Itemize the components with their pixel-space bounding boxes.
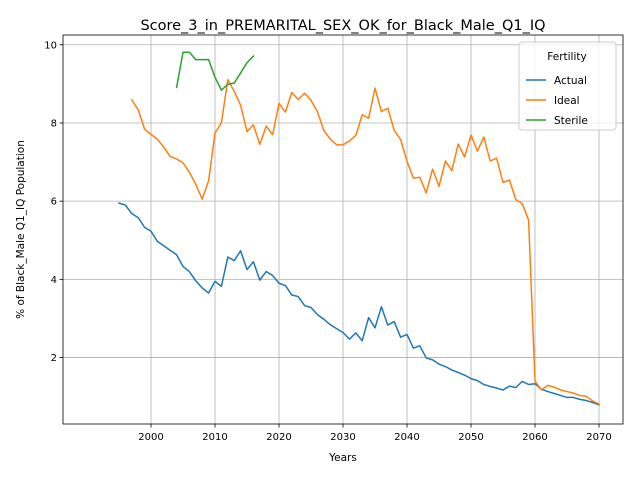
series-lines <box>118 51 601 406</box>
x-tick-label: 2020 <box>266 432 291 443</box>
legend-label-sterile: Sterile <box>554 115 588 127</box>
legend-label-actual: Actual <box>554 75 587 87</box>
axis-ticks: 2000 2010 2020 2030 2040 2050 2060 2070 2 4 6 8 10 <box>44 40 611 443</box>
y-tick-label: 8 <box>51 118 57 129</box>
x-axis-label: Years <box>328 452 357 464</box>
legend-title: Fertility <box>547 51 586 63</box>
series-line-sterile <box>175 51 255 91</box>
y-tick-label: 6 <box>51 197 57 208</box>
x-tick-label: 2010 <box>202 432 227 443</box>
y-tick-label: 10 <box>44 40 57 51</box>
legend: Fertility Actual Ideal Sterile <box>518 41 617 131</box>
legend-label-ideal: Ideal <box>554 95 580 107</box>
x-tick-label: 2030 <box>330 432 355 443</box>
legend-entries: Actual Ideal Sterile <box>526 75 588 127</box>
x-tick-label: 2040 <box>394 432 419 443</box>
x-tick-label: 2070 <box>586 432 611 443</box>
x-tick-label: 2060 <box>522 432 547 443</box>
legend-box <box>518 41 617 131</box>
series-line-ideal <box>130 78 601 406</box>
x-tick-label: 2050 <box>458 432 483 443</box>
chart-title: Score_3_in_PREMARITAL_SEX_OK_for_Black_M… <box>140 18 545 34</box>
series-line-actual <box>118 202 600 406</box>
y-tick-label: 4 <box>51 275 57 286</box>
y-tick-label: 2 <box>51 353 57 364</box>
y-axis-label: % of Black_Male Q1_IQ Population <box>15 140 27 319</box>
x-tick-label: 2000 <box>138 432 163 443</box>
